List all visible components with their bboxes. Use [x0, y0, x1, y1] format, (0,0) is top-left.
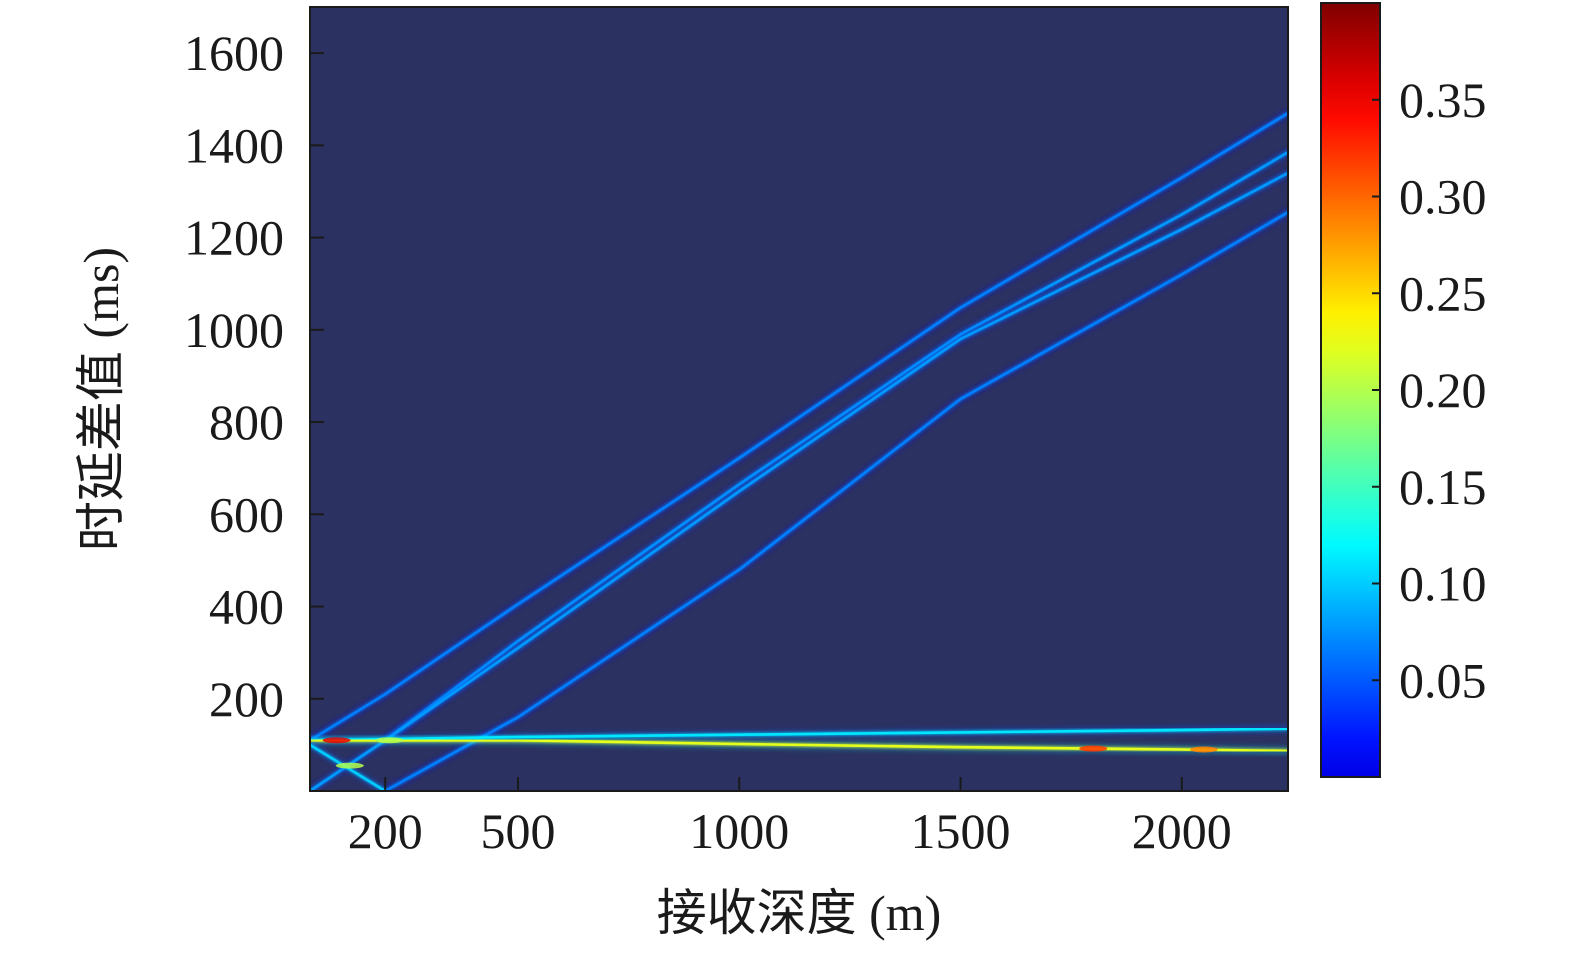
- y-tick-label: 1200: [184, 210, 284, 266]
- trace-2: [383, 151, 1288, 742]
- colorbar: [1321, 3, 1380, 777]
- colorbar-tick-label: 0.10: [1399, 556, 1487, 612]
- y-axis: 200 400 600 800 1000 1200 1400 1600: [184, 25, 324, 727]
- hotspot-3: [335, 762, 364, 769]
- y-axis-title: 时延差值 (ms): [73, 247, 129, 551]
- x-axis-title: 接收深度 (m): [657, 885, 942, 941]
- hotspot-1: [322, 737, 351, 744]
- y-tick-label: 1000: [184, 302, 284, 358]
- plot-background: [310, 7, 1288, 791]
- y-tick-label: 600: [209, 486, 284, 542]
- x-tick-label: 200: [348, 803, 423, 859]
- colorbar-tick-label: 0.15: [1399, 459, 1487, 515]
- x-tick-label: 500: [480, 803, 555, 859]
- y-tick-label: 1400: [184, 117, 284, 173]
- plot-frame: [309, 6, 1289, 792]
- x-tick-label: 2000: [1132, 803, 1232, 859]
- trace-4: [383, 210, 1288, 791]
- hotspot-5: [1189, 746, 1218, 753]
- trace-1: [310, 111, 1288, 742]
- x-tick-label: 1500: [911, 803, 1011, 859]
- y-tick-label: 400: [209, 579, 284, 635]
- colorbar-tick-label: 0.20: [1399, 362, 1487, 418]
- hotspot-4: [1079, 745, 1108, 752]
- x-tick-label: 1000: [689, 803, 789, 859]
- x-axis: 200 500 1000 1500 2000: [348, 777, 1232, 859]
- colorbar-tick-label: 0.35: [1399, 72, 1487, 128]
- hotspot-2: [375, 737, 404, 744]
- y-tick-label: 800: [209, 394, 284, 450]
- y-tick-label: 1600: [184, 25, 284, 81]
- colorbar-tick-label: 0.25: [1399, 265, 1487, 321]
- colorbar-tick-label: 0.05: [1399, 652, 1487, 708]
- y-tick-label: 200: [209, 671, 284, 727]
- heatmap-traces: [310, 109, 1288, 791]
- colorbar-axis: 0.05 0.10 0.15 0.20 0.25 0.30 0.35: [1372, 72, 1487, 708]
- colorbar-tick-label: 0.30: [1399, 169, 1487, 225]
